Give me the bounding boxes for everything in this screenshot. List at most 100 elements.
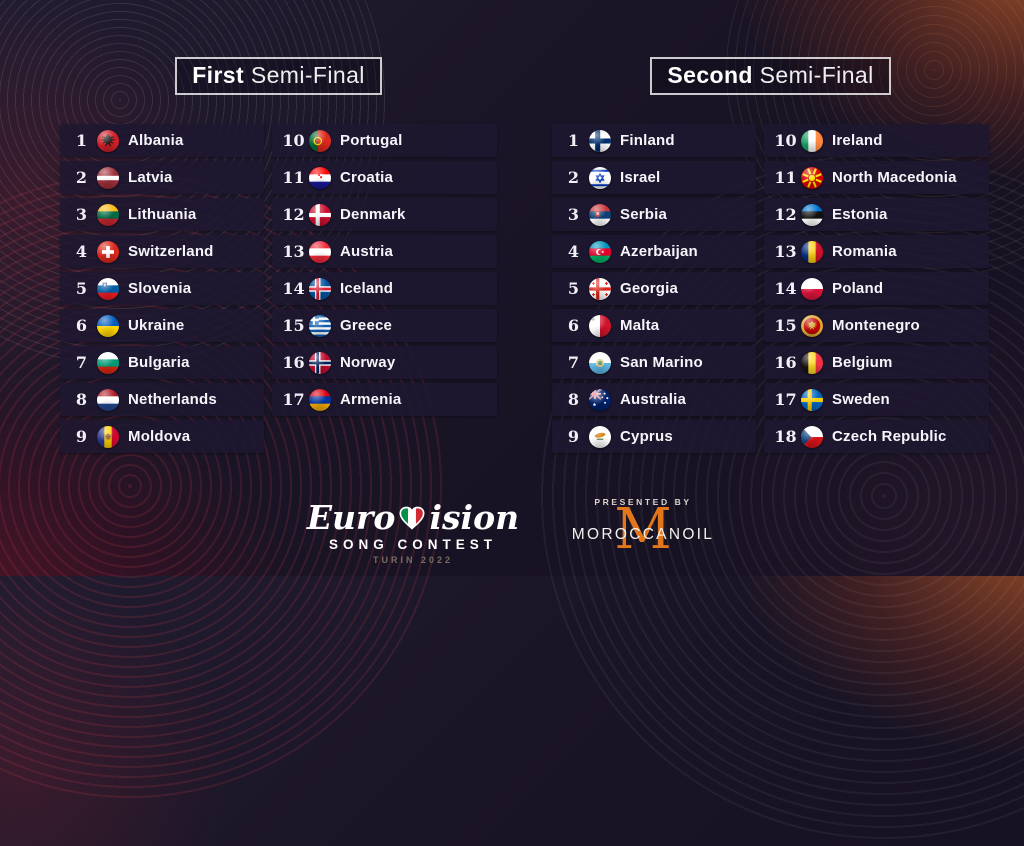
flag-armenia-icon [309,388,331,411]
flag-cyprus-icon [589,425,611,448]
list-item: 8 Australia [552,383,756,416]
first-semifinal-column-1: 1 Albania 2 Latvia 3 Lithuania 4 Switzerland 5 Sl… [60,124,264,457]
flag-austria-icon [309,240,331,263]
country-name: Azerbaijan [620,243,698,260]
eurovision-word-left: Euro [306,498,396,537]
country-name: Denmark [340,206,406,223]
flag-latvia-icon [97,166,119,189]
running-order-number: 1 [567,131,580,150]
flag-israel-icon [589,166,611,189]
list-item: 9 Moldova [60,420,264,453]
eurovision-wordmark: Euro ision [306,501,520,534]
running-order-number: 11 [282,168,305,187]
flag-malta-icon [589,314,611,337]
first-semifinal-column-2: 10 Portugal 11 Croatia 12 Denmark 13 Austria 14 I… [272,124,497,457]
list-item: 17 Sweden [764,383,989,416]
list-item: 15 Greece [272,309,497,342]
list-item: 8 Netherlands [60,383,264,416]
flag-netherlands-icon [97,388,119,411]
country-name: Ukraine [128,317,185,334]
list-item: 10 Portugal [272,124,497,157]
list-item: 14 Iceland [272,272,497,305]
second-semifinal-header: Second Semi-Final [650,57,891,95]
flag-bulgaria-icon [97,351,119,374]
list-item: 15 Montenegro [764,309,989,342]
list-item: 13 Romania [764,235,989,268]
running-order-number: 6 [75,316,88,335]
flag-ukraine-icon [97,314,119,337]
country-name: Serbia [620,206,668,223]
running-order-number: 14 [282,279,305,298]
running-order-number: 7 [75,353,88,372]
running-order-number: 13 [282,242,305,261]
running-order-number: 8 [567,390,580,409]
flag-poland-icon [801,277,823,300]
flag-czech-icon [801,425,823,448]
list-item: 17 Armenia [272,383,497,416]
list-item: 12 Estonia [764,198,989,231]
running-order-number: 3 [567,205,580,224]
running-order-number: 4 [567,242,580,261]
running-order-number: 2 [567,168,580,187]
flag-moldova-icon [97,425,119,448]
country-name: Romania [832,243,897,260]
list-item: 12 Denmark [272,198,497,231]
country-name: Norway [340,354,396,371]
flag-azerbaijan-icon [589,240,611,263]
running-order-number: 12 [282,205,305,224]
header-bold-text: Second [667,62,753,88]
country-name: Austria [340,243,394,260]
second-semifinal-column-1: 1 Finland 2 Israel 3 Serbia 4 Azerbaijan 5 Georgi… [552,124,756,457]
sponsor-block: PRESENTED BY M MOROCCANOIL [543,497,743,561]
flag-croatia-icon [309,166,331,189]
first-semifinal-header: First Semi-Final [175,57,382,95]
running-order-number: 6 [567,316,580,335]
running-order-number: 17 [282,390,305,409]
eurovision-word-right: ision [429,498,520,537]
country-name: Albania [128,132,184,149]
list-item: 4 Switzerland [60,235,264,268]
country-name: Israel [620,169,661,186]
running-order-number: 14 [774,279,797,298]
running-order-number: 15 [282,316,305,335]
flag-switzerland-icon [97,240,119,263]
flag-san_marino-icon [589,351,611,374]
running-order-number: 12 [774,205,797,224]
flag-albania-icon [97,129,119,152]
country-name: Portugal [340,132,403,149]
country-name: Croatia [340,169,394,186]
country-name: Latvia [128,169,173,186]
country-name: Armenia [340,391,402,408]
list-item: 7 San Marino [552,346,756,379]
list-item: 3 Serbia [552,198,756,231]
running-order-number: 4 [75,242,88,261]
flag-norway-icon [309,351,331,374]
flag-north_macedonia-icon [801,166,823,189]
country-name: Greece [340,317,393,334]
header-light-text: Semi-Final [250,62,365,88]
list-item: 14 Poland [764,272,989,305]
moroccanoil-logo: M MOROCCANOIL [543,502,743,561]
running-order-number: 15 [774,316,797,335]
flag-romania-icon [801,240,823,263]
running-order-number: 7 [567,353,580,372]
list-item: 7 Bulgaria [60,346,264,379]
flag-sweden-icon [801,388,823,411]
list-item: 6 Ukraine [60,309,264,342]
italian-flag-heart-icon [397,504,427,532]
header-light-text: Semi-Final [759,62,874,88]
flag-iceland-icon [309,277,331,300]
second-semifinal-table: 1 Finland 2 Israel 3 Serbia 4 Azerbaijan 5 Georgi… [552,124,989,457]
country-name: Estonia [832,206,888,223]
list-item: 1 Finland [552,124,756,157]
moroccanoil-wordmark: MOROCCANOIL [571,526,715,543]
country-name: Finland [620,132,675,149]
moroccanoil-m-icon: M [614,497,672,562]
list-item: 4 Azerbaijan [552,235,756,268]
running-order-number: 18 [774,427,797,446]
country-name: Czech Republic [832,428,947,445]
flag-greece-icon [309,314,331,337]
list-item: 1 Albania [60,124,264,157]
running-order-number: 16 [774,353,797,372]
country-name: San Marino [620,354,703,371]
